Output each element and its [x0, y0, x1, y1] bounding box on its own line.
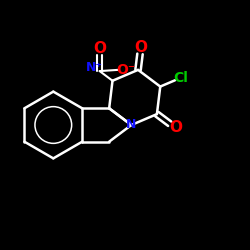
Text: O: O	[134, 40, 147, 55]
Text: O: O	[93, 40, 106, 56]
Text: O: O	[169, 120, 182, 136]
Text: N⁺: N⁺	[86, 61, 103, 74]
Text: N: N	[126, 118, 136, 132]
Text: O⁻: O⁻	[116, 63, 135, 77]
Text: Cl: Cl	[173, 71, 188, 85]
